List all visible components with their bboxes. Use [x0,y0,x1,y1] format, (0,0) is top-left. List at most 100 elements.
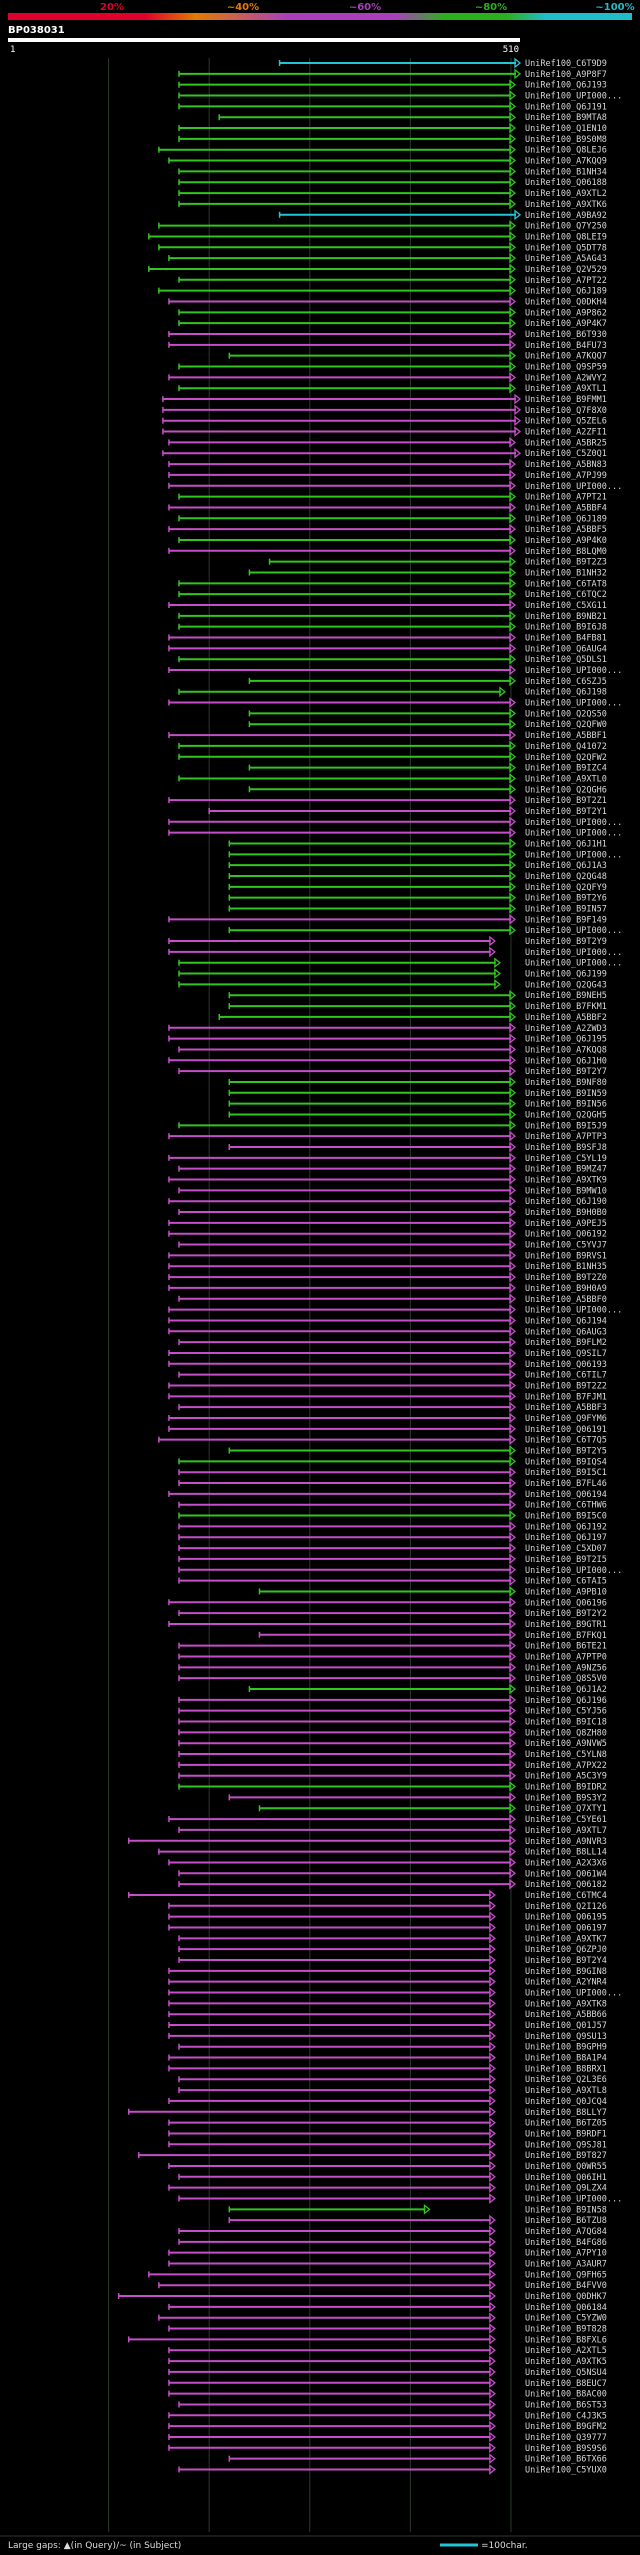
hit-row[interactable]: UniRef100_B9T2Y7 [178,1065,607,1077]
hit-row[interactable]: UniRef100_B7FJM1 [168,1390,607,1402]
hit-row[interactable]: UniRef100_C5Z0Q1 [162,447,607,459]
hit-label[interactable]: UniRef100_B9T2I5 [525,1555,607,1565]
hit-row[interactable]: UniRef100_B9IN58 [228,2203,607,2215]
hit-row[interactable]: UniRef100_C6T7Q5 [158,1434,607,1446]
hit-row[interactable]: UniRef100_Q6J1A2 [248,1683,607,1695]
hit-label[interactable]: UniRef100_C6THW6 [525,1501,607,1511]
hit-label[interactable]: UniRef100_B4FU73 [525,341,607,351]
hit-label[interactable]: UniRef100_Q5NSU4 [525,2368,607,2378]
hit-label[interactable]: UniRef100_Q6J1A3 [525,861,607,871]
hit-label[interactable]: UniRef100_UPI000... [525,2194,622,2204]
hit-row[interactable]: UniRef100_B7FKM1 [228,1000,607,1012]
hit-label[interactable]: UniRef100_Q6AUG3 [525,1327,607,1337]
hit-row[interactable]: UniRef100_Q6J196 [178,1694,607,1706]
hit-row[interactable]: UniRef100_A9XTL8 [178,2084,607,2096]
hit-label[interactable]: UniRef100_UPI000... [525,482,622,492]
hit-row[interactable]: UniRef100_B9S9S6 [168,2442,607,2454]
hit-row[interactable]: UniRef100_A9BA92 [278,209,607,221]
hit-label[interactable]: UniRef100_B8BRX1 [525,2064,607,2074]
hit-label[interactable]: UniRef100_Q8LEJ6 [525,146,607,156]
hit-row[interactable]: UniRef100_Q5NSU4 [168,2366,607,2378]
hit-row[interactable]: UniRef100_A9P8F7 [178,68,607,80]
hit-row[interactable]: UniRef100_B9F149 [168,914,607,925]
hit-label[interactable]: UniRef100_A5C3Y9 [525,1772,607,1782]
hit-label[interactable]: UniRef100_B9T2Y4 [525,1956,607,1966]
hit-row[interactable]: UniRef100_B9T2Y4 [178,1954,607,1966]
hit-label[interactable]: UniRef100_B9T2Z3 [525,558,607,568]
hit-label[interactable]: UniRef100_A9PEJ5 [525,1219,607,1229]
hit-row[interactable]: UniRef100_A2ZFI1 [162,426,607,438]
hit-row[interactable]: UniRef100_Q6J197 [178,1531,607,1543]
hit-label[interactable]: UniRef100_UPI000... [525,829,622,839]
hit-row[interactable]: UniRef100_A5BB66 [168,2008,607,2020]
hit-label[interactable]: UniRef100_B9IN57 [525,905,607,915]
hit-label[interactable]: UniRef100_Q6J196 [525,1696,607,1706]
hit-row[interactable]: UniRef100_B4FG86 [178,2236,607,2248]
hit-label[interactable]: UniRef100_A9XTK9 [525,1176,607,1186]
hit-label[interactable]: UniRef100_B9MTA8 [525,113,607,123]
hit-label[interactable]: UniRef100_B9I5C0 [525,1512,607,1522]
hit-label[interactable]: UniRef100_B9IN58 [525,2205,607,2215]
hit-row[interactable]: UniRef100_Q06196 [168,1596,607,1608]
hit-row[interactable]: UniRef100_A9XTK7 [178,1932,607,1944]
hit-label[interactable]: UniRef100_Q06184 [525,2303,607,2313]
hit-row[interactable]: UniRef100_A9PEJ5 [168,1217,607,1229]
hit-label[interactable]: UniRef100_B4FB81 [525,634,607,644]
hit-row[interactable]: UniRef100_A7QG84 [178,2225,607,2237]
hit-label[interactable]: UniRef100_B9T2Z1 [525,796,607,806]
hit-row[interactable]: UniRef100_B4FVV0 [158,2279,607,2291]
hit-row[interactable]: UniRef100_C6TQC2 [178,588,607,600]
hit-row[interactable]: UniRef100_C5YE61 [168,1813,607,1825]
hit-row[interactable]: UniRef100_Q06188 [178,176,607,188]
hit-row[interactable]: UniRef100_A7PX22 [178,1759,607,1771]
hit-row[interactable]: UniRef100_B9NF80 [228,1076,607,1088]
hit-label[interactable]: UniRef100_B6TZU8 [525,2216,607,2226]
hit-row[interactable]: UniRef100_C6TAI5 [178,1575,607,1587]
hit-label[interactable]: UniRef100_A7QG84 [525,2227,607,2237]
hit-row[interactable]: UniRef100_Q061W4 [178,1867,607,1879]
hit-label[interactable]: UniRef100_A9XTL2 [525,189,607,199]
hit-row[interactable]: UniRef100_B9I5J9 [178,1119,607,1131]
hit-label[interactable]: UniRef100_B9F149 [525,915,607,925]
hit-label[interactable]: UniRef100_Q2QS50 [525,709,607,719]
hit-row[interactable]: UniRef100_A2WVY2 [168,372,607,383]
hit-label[interactable]: UniRef100_C6SZJ5 [525,677,607,687]
hit-row[interactable]: UniRef100_B9T2Z1 [168,794,607,806]
hit-label[interactable]: UniRef100_C5YL19 [525,1154,607,1164]
hit-label[interactable]: UniRef100_Q6J195 [525,1035,607,1045]
hit-label[interactable]: UniRef100_Q6J1H1 [525,839,607,849]
hit-row[interactable]: UniRef100_A5BBF2 [218,1011,607,1023]
hit-row[interactable]: UniRef100_B9GTR1 [168,1618,607,1630]
hit-label[interactable]: UniRef100_B9FMM1 [525,395,607,405]
hit-label[interactable]: UniRef100_B1NH34 [525,167,607,177]
hit-label[interactable]: UniRef100_C5YJ56 [525,1707,607,1717]
hit-label[interactable]: UniRef100_B9GTR1 [525,1620,607,1630]
hit-label[interactable]: UniRef100_A5BR25 [525,438,607,448]
hit-label[interactable]: UniRef100_Q9LZX4 [525,2184,607,2194]
hit-label[interactable]: UniRef100_C6T7Q5 [525,1436,607,1446]
hit-row[interactable]: UniRef100_A9NVW5 [178,1737,607,1749]
hit-label[interactable]: UniRef100_C5XD07 [525,1544,607,1554]
hit-row[interactable]: UniRef100_B9MZ47 [178,1163,607,1175]
hit-label[interactable]: UniRef100_A2YNR4 [525,1978,607,1988]
hit-row[interactable]: UniRef100_A5BBF5 [168,523,607,535]
hit-row[interactable]: UniRef100_UPI000... [228,924,622,936]
hit-label[interactable]: UniRef100_Q6J191 [525,102,607,112]
hit-row[interactable]: UniRef100_B9S3Y2 [228,1792,607,1803]
hit-label[interactable]: UniRef100_A9P862 [525,308,607,318]
hit-row[interactable]: UniRef100_A7PT22 [178,274,607,286]
hit-row[interactable]: UniRef100_B9IDR2 [178,1781,607,1793]
hit-row[interactable]: UniRef100_Q6J1H0 [168,1054,607,1066]
hit-label[interactable]: UniRef100_Q6J190 [525,1197,607,1207]
hit-row[interactable]: UniRef100_Q8LEJ6 [158,144,607,156]
hit-row[interactable]: UniRef100_Q6J1H1 [228,838,607,849]
hit-label[interactable]: UniRef100_Q9SU13 [525,2032,607,2042]
hit-label[interactable]: UniRef100_Q9SJ81 [525,2140,607,2150]
hit-row[interactable]: UniRef100_B8FXL6 [127,2334,607,2345]
hit-label[interactable]: UniRef100_A2ZFI1 [525,428,607,438]
hit-row[interactable]: UniRef100_A2YNR4 [168,1976,607,1988]
hit-label[interactable]: UniRef100_B6T930 [525,330,607,340]
hit-row[interactable]: UniRef100_A9XTK8 [168,1998,607,2009]
hit-label[interactable]: UniRef100_C4J3K5 [525,2411,607,2421]
hit-row[interactable]: UniRef100_C5YVJ7 [178,1239,607,1251]
